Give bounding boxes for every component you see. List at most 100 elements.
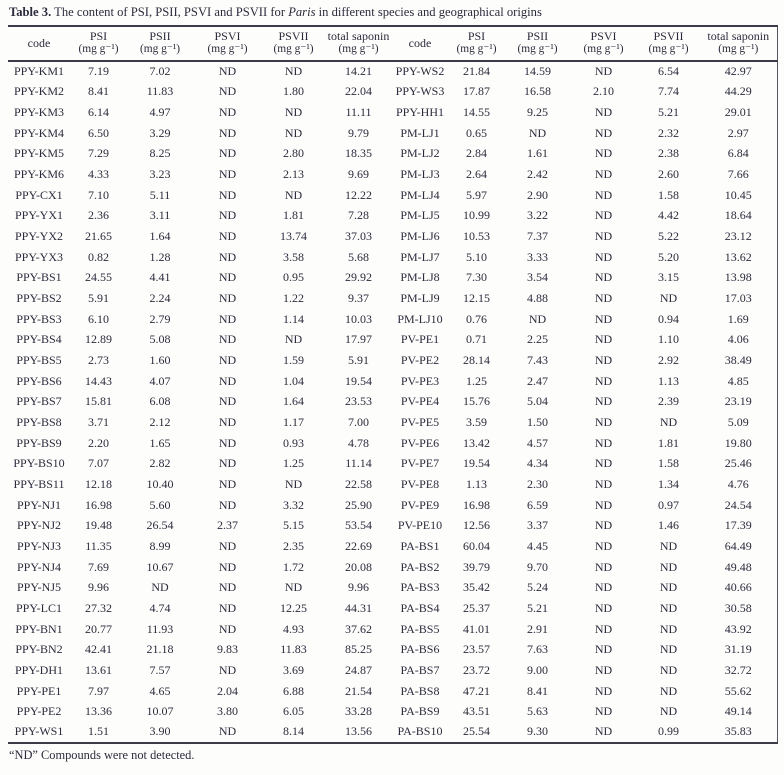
table-row: PPY-DH1 13.61 7.57 ND 3.69 24.87 PA-BS7 23.72 9.… <box>8 660 777 681</box>
value-cell: 5.60 <box>149 497 171 512</box>
value-cell: 7.97 <box>88 683 109 698</box>
value-cell: ND <box>218 229 237 244</box>
col-header-label: total saponin <box>327 28 390 43</box>
sample-code-cell: PPY-BS2 <box>16 291 62 306</box>
value-cell: 29.92 <box>345 270 372 285</box>
value-cell: 49.48 <box>724 559 752 574</box>
value-cell: 35.83 <box>724 724 752 739</box>
value-cell: ND <box>594 353 613 368</box>
sample-code-cell: PPY-BS6 <box>16 373 62 388</box>
table-row: PPY-BN2 42.41 21.18 9.83 11.83 85.25 PA-BS6 23.… <box>8 639 777 660</box>
value-cell: ND <box>594 724 613 739</box>
table-row: PPY-LC1 27.32 4.74 ND 12.25 44.31 PA-BS4 25.37 5… <box>8 598 777 619</box>
sample-code-cell: PV-PE2 <box>400 353 440 368</box>
value-cell: 12.89 <box>85 332 112 347</box>
sample-code-cell: PPY-KM3 <box>13 105 64 120</box>
col-header-label: PSI <box>467 28 486 43</box>
value-cell: 2.38 <box>658 146 679 161</box>
value-cell: ND <box>659 580 678 595</box>
col-header-psvi-right: PSVI (mg g⁻¹) <box>570 26 637 62</box>
table-row: PPY-WS1 1.51 3.90 ND 8.14 13.56 PA-BS10 25.54 9.… <box>8 722 777 743</box>
sample-code-cell: PPY-KM4 <box>13 125 64 140</box>
value-cell: 5.68 <box>348 249 369 264</box>
value-cell: ND <box>659 621 678 636</box>
value-cell: ND <box>594 704 613 719</box>
value-cell: 5.10 <box>466 249 487 264</box>
value-cell: 2.90 <box>527 187 548 202</box>
value-cell: ND <box>151 580 169 595</box>
sample-code-cell: PV-PE3 <box>400 373 440 388</box>
value-cell: 40.66 <box>724 580 752 595</box>
value-cell: 42.41 <box>85 642 112 657</box>
sample-code-cell: PPY-BS4 <box>16 332 62 347</box>
value-cell: 9.37 <box>348 291 369 306</box>
value-cell: ND <box>218 394 237 409</box>
value-cell: ND <box>218 84 237 99</box>
value-cell: 9.00 <box>527 662 548 677</box>
value-cell: ND <box>218 146 237 161</box>
value-cell: 10.40 <box>146 476 174 491</box>
table-caption: Table 3. The content of PSI, PSII, PSVI … <box>9 4 779 20</box>
value-cell: 6.84 <box>727 146 749 161</box>
value-cell: 4.34 <box>527 456 548 471</box>
value-cell: 6.54 <box>658 64 679 79</box>
value-cell: 0.65 <box>466 125 487 140</box>
value-cell: 3.33 <box>527 249 548 264</box>
table-row: PPY-KM3 6.14 4.97 ND ND 11.11 PPY-HH1 14.55 9.25… <box>8 102 777 123</box>
value-cell: 13.62 <box>724 249 752 264</box>
sample-code-cell: PPY-BN2 <box>15 642 63 657</box>
value-cell: 2.42 <box>527 167 548 182</box>
col-header-label: PSVII <box>653 28 684 43</box>
value-cell: 1.34 <box>658 476 679 491</box>
table-row: PPY-NJ2 19.48 26.54 2.37 5.15 53.54 PV-PE10 12.… <box>8 515 777 536</box>
value-cell: ND <box>594 229 613 244</box>
value-cell: 4.07 <box>149 373 171 388</box>
value-cell: 5.22 <box>658 229 679 244</box>
col-header-unit: (mg g⁻¹) <box>456 43 497 56</box>
value-cell: 5.63 <box>527 704 548 719</box>
value-cell: 1.80 <box>283 84 304 99</box>
value-cell: ND <box>218 64 237 79</box>
value-cell: ND <box>659 642 678 657</box>
value-cell: 20.08 <box>345 559 372 574</box>
table-row: PPY-YX1 2.36 3.11 ND 1.81 7.28 PM-LJ5 10.99 3.22… <box>8 206 777 227</box>
table-row: PPY-BS4 12.89 5.08 ND ND 17.97 PV-PE1 0.71 2.25 N… <box>8 330 777 351</box>
value-cell: 11.83 <box>280 642 307 657</box>
value-cell: 4.33 <box>88 167 109 182</box>
value-cell: ND <box>594 270 613 285</box>
value-cell: ND <box>218 353 237 368</box>
value-cell: 1.13 <box>658 373 679 388</box>
value-cell: 19.80 <box>724 435 752 450</box>
value-cell: 2.84 <box>466 146 487 161</box>
value-cell: 7.07 <box>88 456 109 471</box>
sample-code-cell: PPY-NJ3 <box>16 538 61 553</box>
table-header: code PSI (mg g⁻¹) PSII (mg g⁻¹) PSVI (mg g⁻… <box>8 26 777 62</box>
value-cell: 3.69 <box>283 662 304 677</box>
value-cell: 2.12 <box>149 414 171 429</box>
value-cell: 4.06 <box>727 332 749 347</box>
value-cell: 4.41 <box>149 270 171 285</box>
col-header-code-right: code <box>392 26 448 62</box>
value-cell: ND <box>594 621 613 636</box>
value-cell: 23.57 <box>463 642 490 657</box>
sample-code-cell: PM-LJ9 <box>400 291 440 306</box>
value-cell: 53.54 <box>345 518 372 533</box>
value-cell: 5.21 <box>658 105 679 120</box>
value-cell: ND <box>594 125 613 140</box>
table-row: PPY-BS9 2.20 1.65 ND 0.93 4.78 PV-PE6 13.42 4.57… <box>8 433 777 454</box>
value-cell: 11.35 <box>85 538 112 553</box>
value-cell: 41.01 <box>463 621 490 636</box>
sample-code-cell: PPY-NJ2 <box>16 518 61 533</box>
value-cell: 11.11 <box>345 105 372 120</box>
sample-code-cell: PM-LJ8 <box>400 270 440 285</box>
value-cell: 25.54 <box>463 724 490 739</box>
table-row: PPY-BN1 20.77 11.93 ND 4.93 37.62 PA-BS5 41.01 2… <box>8 619 777 640</box>
value-cell: ND <box>594 64 613 79</box>
table-caption-text-before: The content of PSI, PSII, PSVI and PSVII… <box>51 5 289 19</box>
value-cell: 17.39 <box>724 518 752 533</box>
value-cell: 2.82 <box>149 456 171 471</box>
value-cell: 2.35 <box>283 538 304 553</box>
value-cell: 3.54 <box>527 270 548 285</box>
value-cell: 13.98 <box>724 270 752 285</box>
value-cell: 17.87 <box>463 84 490 99</box>
